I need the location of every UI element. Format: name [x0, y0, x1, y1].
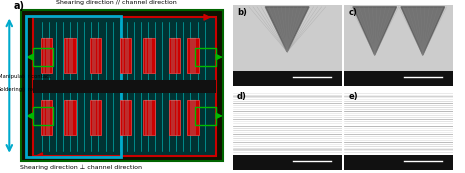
Bar [195, 48, 216, 66]
Bar [89, 100, 101, 135]
Polygon shape [353, 7, 397, 55]
Bar [232, 71, 342, 86]
Bar [33, 48, 53, 66]
Text: c): c) [348, 8, 357, 17]
Bar [168, 100, 180, 135]
Text: d): d) [237, 92, 247, 101]
Bar [33, 107, 53, 125]
Bar [41, 38, 52, 73]
Bar [143, 38, 154, 73]
Bar [344, 71, 453, 86]
Bar [168, 38, 180, 73]
Bar [41, 100, 52, 135]
Text: e): e) [348, 92, 358, 101]
Bar [232, 155, 342, 170]
Bar [187, 38, 199, 73]
Bar [33, 80, 216, 93]
Bar [33, 17, 216, 156]
Bar [64, 100, 75, 135]
Text: a): a) [14, 1, 25, 11]
Bar [187, 100, 199, 135]
Bar [89, 38, 101, 73]
Bar [120, 38, 131, 73]
Bar [232, 5, 342, 71]
Bar [344, 5, 453, 71]
Text: Manipulator contact: Manipulator contact [0, 74, 51, 79]
Bar [64, 38, 75, 73]
Text: Soldering(ground): Soldering(ground) [0, 88, 46, 92]
Bar [33, 17, 216, 156]
Text: b): b) [237, 8, 247, 17]
Bar [143, 100, 154, 135]
Bar [344, 155, 453, 170]
Text: Shearing direction ⊥ channel direction: Shearing direction ⊥ channel direction [20, 164, 142, 170]
Text: Shearing direction // channel direction: Shearing direction // channel direction [56, 0, 177, 5]
Polygon shape [401, 7, 445, 55]
Bar [21, 10, 223, 161]
Bar [120, 100, 131, 135]
Bar [26, 16, 121, 157]
Bar [195, 107, 216, 125]
Polygon shape [265, 7, 309, 52]
